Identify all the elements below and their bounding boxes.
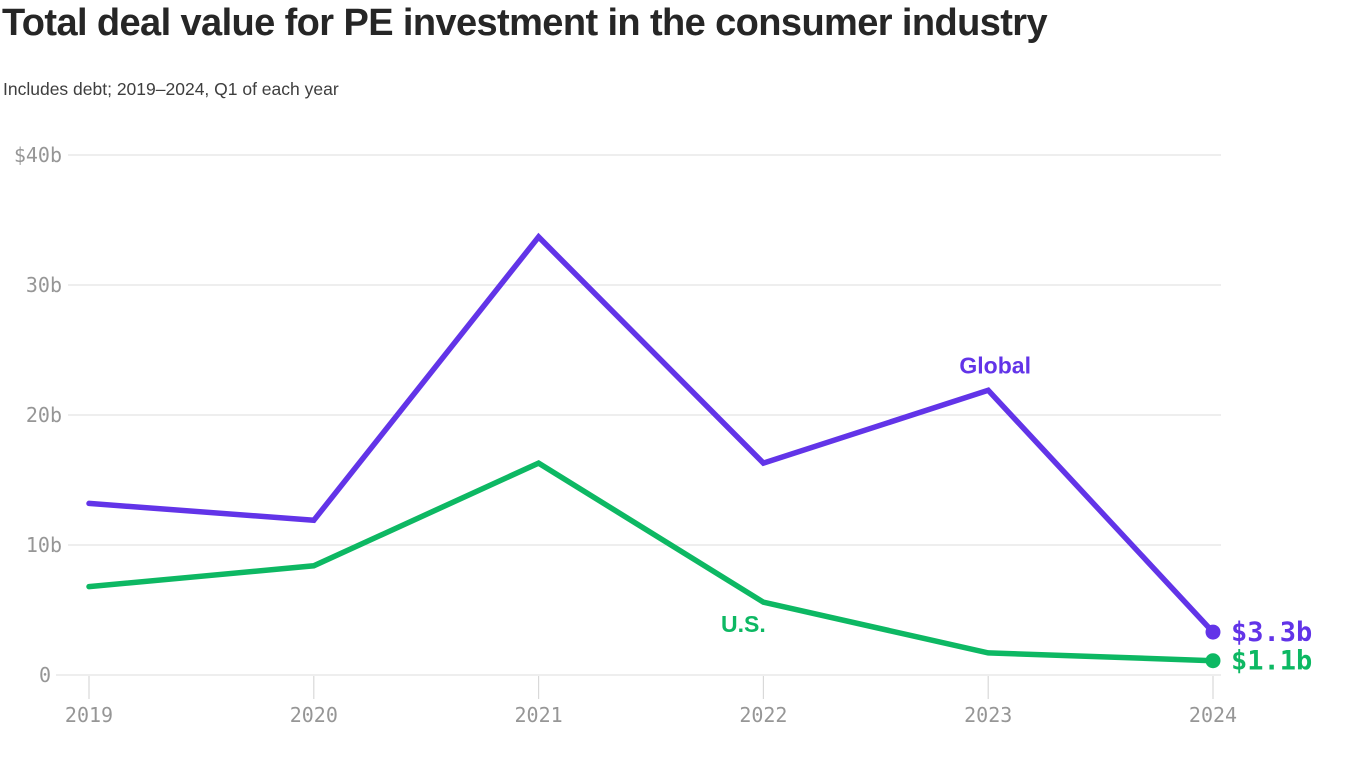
x-axis-tick-label: 2019 [65, 703, 113, 727]
x-axis-tick-label: 2022 [739, 703, 787, 727]
x-axis-tick-label: 2024 [1189, 703, 1237, 727]
x-axis-tick-label: 2020 [290, 703, 338, 727]
y-axis-tick-label: 30b [26, 273, 62, 297]
y-axis-tick-label: 20b [26, 403, 62, 427]
y-axis-tick-label: 0 [39, 663, 51, 687]
series-end-value-label: $1.1b [1231, 646, 1312, 677]
x-axis-tick-label: 2021 [515, 703, 563, 727]
series-endpoint-dot [1205, 624, 1221, 640]
y-axis-tick-label: 10b [26, 533, 62, 557]
series-line-global [86, 232, 1216, 635]
series-name-label-global: Global [959, 352, 1031, 378]
series-name-label-us: U.S. [721, 611, 766, 637]
y-axis-tick-label: $40b [14, 143, 62, 167]
series-line-us [86, 459, 1216, 664]
x-axis-tick-label: 2023 [964, 703, 1012, 727]
series-end-value-label: $3.3b [1231, 617, 1312, 648]
chart-title: Total deal value for PE investment in th… [2, 2, 1048, 44]
chart-subtitle: Includes debt; 2019–2024, Q1 of each yea… [3, 79, 339, 99]
series-endpoint-dot [1205, 653, 1221, 669]
